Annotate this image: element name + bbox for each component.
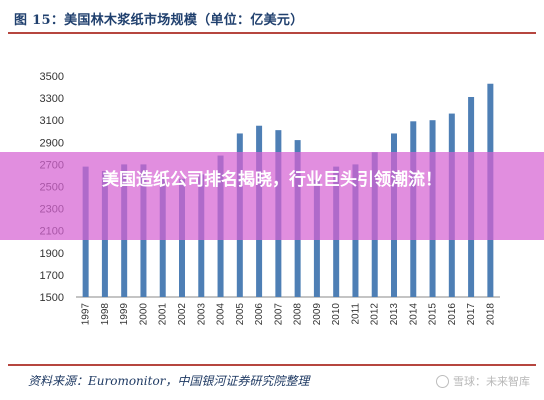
x-tick-label: 2009 <box>312 303 323 326</box>
watermark: 雪球：未来智库 <box>436 373 530 389</box>
x-tick-label: 2012 <box>370 303 381 326</box>
source-note: 资料来源：Euromonitor，中国银河证券研究院整理 <box>28 374 310 388</box>
y-tick-label: 1700 <box>40 270 64 282</box>
x-tick-label: 2016 <box>447 303 458 326</box>
snowball-icon <box>436 374 449 388</box>
x-tick-label: 1998 <box>100 303 111 326</box>
x-tick-label: 2018 <box>485 303 496 326</box>
x-tick-label: 2004 <box>216 303 227 326</box>
y-tick-label: 2900 <box>40 137 64 149</box>
figure-title: 图 15：美国林木浆纸市场规模（单位：亿美元） <box>14 13 304 28</box>
headline-text: 美国造纸公司排名揭晓，行业巨头引领潮流！ <box>102 170 442 190</box>
x-tick-label: 2007 <box>273 303 284 326</box>
title-divider <box>8 32 536 34</box>
x-tick-label: 2005 <box>235 303 246 326</box>
y-tick-label: 1500 <box>40 292 64 304</box>
x-tick-label: 1999 <box>119 303 130 326</box>
x-tick-label: 2008 <box>293 303 304 326</box>
x-tick-label: 1997 <box>81 303 92 326</box>
x-tick-label: 2010 <box>331 303 342 326</box>
x-tick-label: 2001 <box>158 303 169 326</box>
x-tick-label: 2011 <box>350 303 361 325</box>
x-tick-label: 2006 <box>254 303 265 326</box>
x-tick-label: 2000 <box>138 303 149 326</box>
y-tick-label: 3300 <box>40 93 64 105</box>
y-tick-label: 3100 <box>40 115 64 127</box>
x-tick-label: 2003 <box>196 303 207 326</box>
watermark-text: 雪球：未来智库 <box>453 375 530 388</box>
x-tick-label: 2014 <box>408 303 419 326</box>
y-tick-label: 1900 <box>40 248 64 260</box>
footer-divider <box>8 364 536 366</box>
x-tick-label: 2013 <box>389 303 400 326</box>
x-tick-label: 2017 <box>466 303 477 326</box>
x-tick-label: 2002 <box>177 303 188 326</box>
x-tick-label: 2015 <box>428 303 439 326</box>
headline-banner <box>0 152 544 240</box>
y-tick-label: 3500 <box>40 71 64 83</box>
